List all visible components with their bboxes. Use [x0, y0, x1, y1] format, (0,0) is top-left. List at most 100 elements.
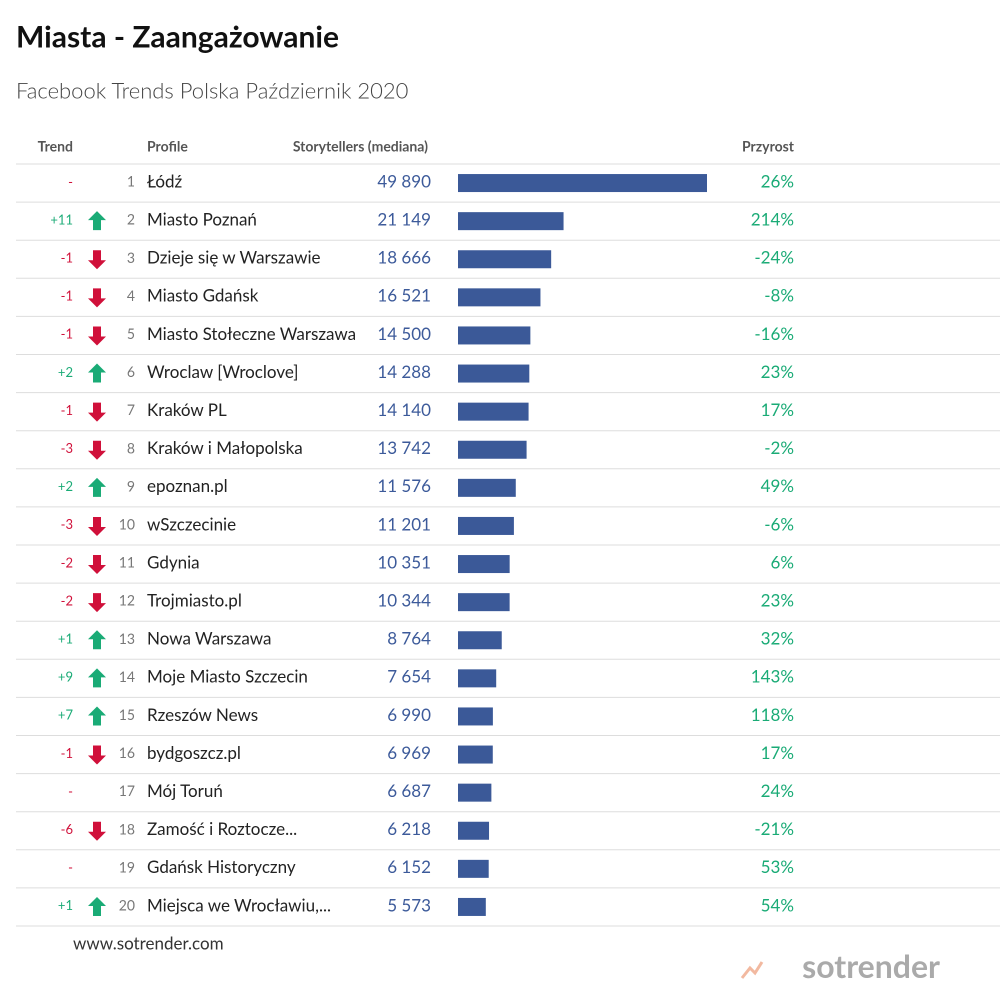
profile: Łódź [147, 170, 183, 191]
growth: 54% [761, 894, 794, 915]
trend: -1 [61, 250, 73, 266]
trend: +7 [58, 707, 74, 723]
bar [458, 821, 490, 840]
bar [458, 555, 510, 574]
growth: -24% [754, 247, 794, 268]
trend: +11 [50, 211, 73, 227]
rank: 14 [119, 668, 135, 685]
trend: -3 [61, 440, 73, 456]
growth: 17% [761, 399, 794, 420]
profile: Miejsca we Wrocławiu,... [147, 894, 331, 915]
arrow-down [88, 593, 106, 613]
growth: 53% [761, 856, 794, 877]
trend: +1 [58, 897, 73, 913]
rank: 7 [127, 401, 135, 418]
rank: 11 [119, 554, 135, 571]
profile: Mój Toruń [147, 780, 223, 801]
trend: -3 [61, 516, 73, 532]
rank: 17 [119, 782, 135, 799]
trend: +1 [58, 631, 73, 647]
rank: 16 [119, 744, 135, 761]
rank: 6 [127, 363, 135, 380]
bar [458, 440, 527, 459]
rank: 10 [119, 515, 135, 532]
growth: 17% [761, 742, 794, 763]
storytellers: 16 521 [377, 285, 431, 306]
profile: Miasto Stołeczne Warszawa [147, 323, 356, 344]
trend: +2 [58, 364, 73, 380]
trend: - [68, 173, 73, 189]
column-header: Storytellers (mediana) [293, 138, 428, 155]
growth: 23% [761, 589, 794, 610]
storytellers: 11 201 [377, 513, 431, 534]
bar [458, 707, 493, 726]
trend: - [68, 859, 73, 875]
profile: Miasto Poznań [147, 208, 257, 229]
bar [458, 593, 510, 612]
rank: 18 [119, 820, 135, 837]
arrow-up [88, 363, 106, 383]
storytellers: 11 576 [377, 475, 431, 496]
arrow-down [88, 440, 106, 460]
growth: -6% [764, 513, 794, 534]
profile: Nowa Warszawa [147, 628, 271, 649]
trend: -1 [61, 326, 73, 342]
storytellers: 6 152 [387, 856, 431, 877]
profile: Miasto Gdańsk [147, 285, 259, 306]
footer-url: www.sotrender.com [73, 932, 224, 953]
arrow-up [88, 896, 106, 916]
rank: 5 [127, 325, 135, 342]
profile: epoznan.pl [147, 475, 228, 496]
storytellers: 18 666 [377, 247, 431, 268]
profile: wSzczecinie [147, 513, 236, 534]
bar [458, 859, 489, 878]
storytellers: 14 288 [377, 361, 431, 382]
rank: 4 [127, 287, 135, 304]
profile: Rzeszów News [147, 704, 258, 725]
profile: Kraków PL [147, 399, 227, 420]
trend: -6 [61, 821, 73, 837]
profile: Gdynia [147, 551, 200, 572]
arrow-up [88, 668, 106, 688]
arrow-down [88, 402, 106, 422]
growth: -8% [764, 285, 794, 306]
arrow-down [88, 555, 106, 575]
arrow-down [88, 516, 106, 536]
bar [458, 250, 552, 269]
rank: 3 [127, 249, 135, 266]
storytellers: 7 654 [387, 666, 431, 687]
storytellers: 6 218 [387, 818, 431, 839]
storytellers: 49 890 [377, 170, 431, 191]
storytellers: 5 573 [387, 894, 431, 915]
profile: Trojmiasto.pl [147, 589, 242, 610]
trend: +2 [58, 478, 73, 494]
growth: 118% [751, 704, 794, 725]
growth: 143% [751, 666, 794, 687]
storytellers: 13 742 [377, 437, 431, 458]
arrow-up [88, 477, 106, 497]
rank: 19 [119, 858, 135, 875]
growth: 23% [761, 361, 794, 382]
column-header: Przyrost [742, 138, 795, 155]
growth: 49% [761, 475, 794, 496]
storytellers: 6 969 [387, 742, 431, 763]
storytellers: 14 140 [377, 399, 431, 420]
bar [458, 402, 529, 421]
trend: -1 [61, 402, 73, 418]
profile: Wroclaw [Wroclove] [147, 361, 299, 382]
rank: 13 [119, 630, 135, 647]
growth: 32% [761, 628, 794, 649]
profile: Zamość i Roztocze... [147, 818, 297, 839]
storytellers: 6 687 [387, 780, 431, 801]
profile: Dzieje się w Warszawie [147, 247, 321, 268]
arrow-up [88, 211, 106, 231]
rank: 15 [119, 706, 135, 723]
title: Miasta - Zaangażowanie [16, 19, 339, 55]
growth: 26% [761, 170, 794, 191]
profile: Kraków i Małopolska [147, 437, 303, 458]
rank: 9 [127, 477, 135, 494]
bar [458, 631, 502, 650]
storytellers: 14 500 [377, 323, 431, 344]
arrow-down [88, 326, 106, 346]
